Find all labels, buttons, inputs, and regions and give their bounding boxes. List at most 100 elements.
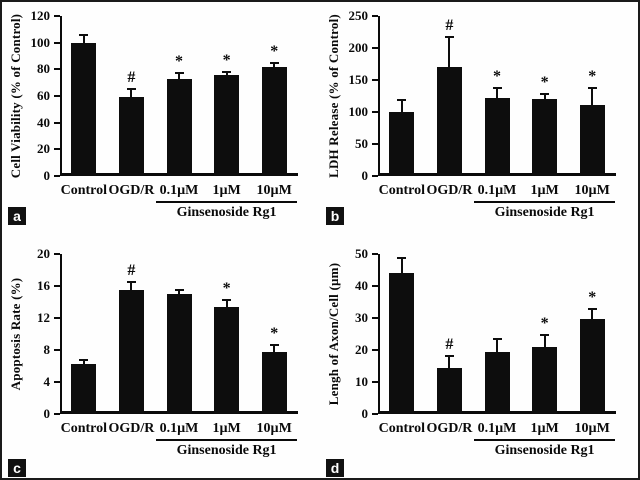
y-tick-label: 100 [30,34,51,50]
bar-control [389,112,415,176]
significance-marker: * [588,289,597,307]
bar-1-m [214,74,240,176]
x-axis-label: 1µM [530,183,559,198]
y-tick-mark [372,143,378,145]
error-bar-cap [587,308,597,311]
error-bar-stem [178,73,180,81]
error-bar-stem [82,360,85,367]
error-bar-cap [174,72,184,75]
y-tick-label: 60 [37,88,50,103]
group-underline [474,201,615,203]
x-axis-label: 0.1µM [159,421,199,436]
group-label: Ginsenoside Rg1 [494,205,595,220]
bar-0.1-m [166,294,192,414]
bar-ogd-r [436,367,462,414]
y-tick-label: 4 [43,374,51,389]
error-bar-stem [130,282,133,292]
significance-marker: * [222,280,231,298]
error-bar-stem [400,258,403,276]
panel-letter-c: c [8,459,26,477]
y-tick-label: 40 [37,114,50,130]
error-bar-cap [444,355,454,358]
bar-1-m [532,346,558,414]
y-tick-mark [54,413,60,415]
y-tick-label: 250 [348,8,369,23]
y-tick-mark [372,317,378,319]
bar-1-m [214,306,240,414]
error-bar-stem [400,100,403,114]
x-axis-label: Control [378,421,425,436]
y-tick-label: 0 [43,168,51,183]
x-axis-label: Control [378,183,425,198]
error-bar-stem [591,309,594,321]
y-tick-label: 30 [355,310,368,325]
panel-letter-b: b [326,207,344,225]
x-axis-label: OGD/R [426,421,473,436]
significance-marker: # [445,336,454,354]
error-bar-stem [496,88,498,100]
bar-control [71,364,97,414]
bar-1-m [532,99,558,176]
significance-marker: * [540,74,549,92]
significance-marker: * [540,314,549,332]
error-bar-cap [397,257,407,260]
x-axis-label: 10µM [574,421,610,436]
y-tick-label: 0 [43,406,51,421]
y-tick-mark [54,95,60,97]
error-bar-cap [492,87,502,90]
error-bar-stem [448,37,451,70]
error-bar-cap [79,359,89,362]
x-axis-label: 0.1µM [477,183,517,198]
y-tick-mark [372,47,378,49]
error-bar-cap [540,333,550,336]
error-bar-cap [126,281,136,283]
y-tick-label: 40 [355,278,368,293]
y-tick-label: 8 [43,342,51,357]
error-bar-cap [222,299,232,302]
group-underline [474,439,615,441]
y-tick-mark [372,381,378,383]
x-axis-label: OGD/R [108,183,155,198]
x-axis-label: 10µM [256,183,292,198]
error-bar-cap [540,93,550,96]
y-tick-mark [372,349,378,351]
y-tick-mark [372,111,378,113]
group-label: Ginsenoside Rg1 [494,443,595,458]
y-tick-label: 10 [355,374,368,389]
error-bar-cap [587,87,597,90]
significance-marker: # [445,17,454,35]
error-bar-cap [492,337,502,340]
y-tick-mark [54,253,60,255]
bar-ogd-r [436,67,462,176]
y-tick-mark [372,175,378,177]
y-tick-label: 80 [37,61,50,77]
y-tick-label: 200 [348,40,369,55]
y-tick-mark [372,253,378,255]
panel-letter-d: d [326,459,344,477]
error-bar-stem [591,88,594,107]
significance-marker: * [493,68,501,86]
x-axis-label: 0.1µM [477,421,517,436]
error-bar-cap [126,88,136,91]
error-bar-stem [130,89,133,100]
chart-panel-a: Cell Viability (% of Control) 0 20 40 60 80 10… [2,2,320,240]
group-underline [156,439,297,441]
y-tick-mark [372,285,378,287]
x-axis-label: OGD/R [426,183,473,198]
y-tick-label: 50 [355,136,368,151]
y-tick-label: 20 [37,141,50,157]
error-bar-stem [543,94,546,102]
y-tick-mark [54,41,60,44]
y-tick-mark [54,15,60,17]
y-axis-label: Apoptosis Rate (%) [8,277,23,391]
error-bar-stem [82,34,85,45]
error-bar-stem [225,72,228,77]
group-label: Ginsenoside Rg1 [176,443,277,458]
bar-10-m [261,352,287,414]
significance-marker: * [222,52,231,69]
error-bar-stem [178,290,180,296]
panel-letter-a: a [8,207,26,225]
y-tick-label: 120 [30,8,51,23]
y-tick-label: 0 [361,406,369,421]
